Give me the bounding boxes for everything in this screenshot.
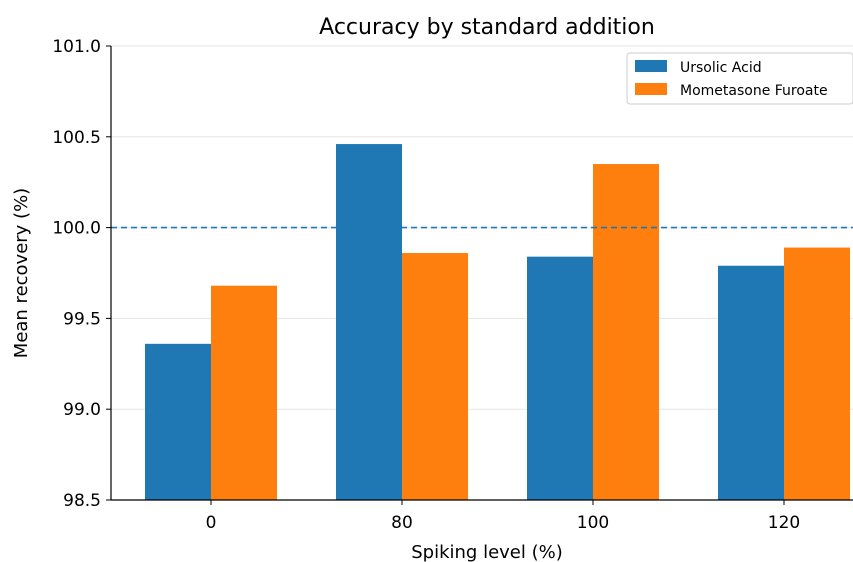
y-tick-label: 101.0: [52, 37, 101, 57]
bar-ursolic-acid: [718, 265, 784, 500]
legend-swatch-ursolic-acid: [635, 60, 667, 72]
x-tick-label: 100: [577, 513, 609, 533]
chart-title: Accuracy by standard addition: [319, 15, 655, 40]
bar-mometasone-furoate: [593, 164, 659, 501]
legend-label-mometasone-furoate: Mometasone Furoate: [680, 83, 828, 99]
y-tick-label: 100.5: [52, 128, 101, 148]
legend-swatch-mometasone-furoate: [635, 83, 667, 95]
bar-ursolic-acid: [336, 144, 402, 500]
y-tick-label: 99.5: [63, 309, 101, 329]
x-tick-label: 0: [206, 513, 217, 533]
bar-ursolic-acid: [527, 256, 593, 500]
bar-mometasone-furoate: [402, 253, 468, 500]
tick-labels: 98.5 99.0 99.5 100.0 100.5 101.0 0 80 100 120: [52, 37, 800, 533]
legend-label-ursolic-acid: Ursolic Acid: [680, 60, 762, 76]
bars: [145, 144, 850, 501]
bar-mometasone-furoate: [784, 247, 850, 500]
bar-ursolic-acid: [145, 343, 211, 500]
y-tick-label: 99.0: [63, 400, 101, 420]
axes: [106, 45, 853, 505]
y-axis-label: Mean recovery (%): [11, 188, 32, 358]
y-tick-label: 98.5: [63, 491, 101, 511]
legend-box: [626, 52, 853, 105]
legend: Ursolic Acid Mometasone Furoate: [626, 52, 853, 105]
bar-mometasone-furoate: [211, 285, 277, 500]
x-tick-label: 120: [768, 513, 800, 533]
y-tick-label: 100.0: [52, 219, 101, 239]
x-axis-label: Spiking level (%): [411, 542, 563, 562]
x-tick-label: 80: [391, 513, 413, 533]
